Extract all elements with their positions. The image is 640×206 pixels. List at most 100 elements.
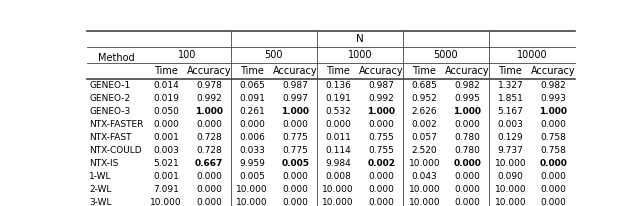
Text: 0.011: 0.011 [325, 133, 351, 142]
Text: 0.728: 0.728 [196, 133, 222, 142]
Text: 1.000: 1.000 [195, 107, 223, 116]
Text: 0.000: 0.000 [541, 120, 566, 129]
Text: Accuracy: Accuracy [187, 66, 232, 76]
Text: 0.000: 0.000 [196, 185, 222, 194]
Text: 0.993: 0.993 [541, 94, 566, 103]
Text: 0.000: 0.000 [369, 185, 394, 194]
Text: 0.000: 0.000 [541, 185, 566, 194]
Text: 0.775: 0.775 [282, 146, 308, 155]
Text: 0.000: 0.000 [369, 172, 394, 181]
Text: 0.982: 0.982 [541, 81, 566, 90]
Text: 0.000: 0.000 [541, 198, 566, 206]
Text: 9.959: 9.959 [239, 159, 265, 168]
Text: 0.033: 0.033 [239, 146, 265, 155]
Text: 0.780: 0.780 [454, 133, 480, 142]
Text: 0.000: 0.000 [153, 120, 179, 129]
Text: 0.065: 0.065 [239, 81, 265, 90]
Text: Time: Time [499, 66, 522, 76]
Text: 9.984: 9.984 [325, 159, 351, 168]
Text: 0.001: 0.001 [153, 133, 179, 142]
Text: NTX-FASTER: NTX-FASTER [90, 120, 144, 129]
Text: 0.987: 0.987 [282, 81, 308, 90]
Text: 0.685: 0.685 [412, 81, 437, 90]
Text: 0.992: 0.992 [196, 94, 222, 103]
Text: 0.008: 0.008 [325, 172, 351, 181]
Text: 10.000: 10.000 [236, 198, 268, 206]
Text: 0.043: 0.043 [412, 172, 437, 181]
Text: 0.129: 0.129 [497, 133, 524, 142]
Text: NTX-IS: NTX-IS [90, 159, 119, 168]
Text: 2.520: 2.520 [412, 146, 437, 155]
Text: 0.000: 0.000 [196, 120, 222, 129]
Text: 0.000: 0.000 [282, 120, 308, 129]
Text: 2-WL: 2-WL [90, 185, 112, 194]
Text: Time: Time [154, 66, 178, 76]
Text: 1000: 1000 [348, 50, 372, 60]
Text: 0.006: 0.006 [239, 133, 265, 142]
Text: Accuracy: Accuracy [273, 66, 317, 76]
Text: 0.002: 0.002 [412, 120, 437, 129]
Text: 0.000: 0.000 [454, 120, 480, 129]
Text: 0.001: 0.001 [153, 172, 179, 181]
Text: 0.000: 0.000 [540, 159, 568, 168]
Text: 0.000: 0.000 [541, 172, 566, 181]
Text: Time: Time [240, 66, 264, 76]
Text: 0.002: 0.002 [367, 159, 396, 168]
Text: 0.003: 0.003 [497, 120, 524, 129]
Text: 0.000: 0.000 [282, 198, 308, 206]
Text: 2.626: 2.626 [412, 107, 437, 116]
Text: 0.000: 0.000 [282, 185, 308, 194]
Text: 0.000: 0.000 [454, 185, 480, 194]
Text: 1.000: 1.000 [281, 107, 309, 116]
Text: 0.532: 0.532 [325, 107, 351, 116]
Text: NTX-FAST: NTX-FAST [90, 133, 132, 142]
Text: NTX-COULD: NTX-COULD [90, 146, 142, 155]
Text: 0.000: 0.000 [454, 172, 480, 181]
Text: 0.000: 0.000 [196, 172, 222, 181]
Text: 10.000: 10.000 [323, 185, 354, 194]
Text: 10.000: 10.000 [495, 159, 526, 168]
Text: 0.090: 0.090 [497, 172, 524, 181]
Text: 3-WL: 3-WL [90, 198, 112, 206]
Text: 0.091: 0.091 [239, 94, 265, 103]
Text: Time: Time [326, 66, 350, 76]
Text: 0.014: 0.014 [153, 81, 179, 90]
Text: 1.327: 1.327 [497, 81, 524, 90]
Text: Accuracy: Accuracy [531, 66, 576, 76]
Text: 10.000: 10.000 [408, 185, 440, 194]
Text: 10000: 10000 [516, 50, 547, 60]
Text: Method: Method [98, 53, 134, 63]
Text: 0.005: 0.005 [281, 159, 309, 168]
Text: 10.000: 10.000 [495, 198, 526, 206]
Text: 10.000: 10.000 [408, 159, 440, 168]
Text: 0.755: 0.755 [369, 133, 394, 142]
Text: GENEO-1: GENEO-1 [90, 81, 131, 90]
Text: 500: 500 [264, 50, 283, 60]
Text: 0.003: 0.003 [153, 146, 179, 155]
Text: 0.978: 0.978 [196, 81, 222, 90]
Text: 0.019: 0.019 [153, 94, 179, 103]
Text: 0.667: 0.667 [195, 159, 223, 168]
Text: 0.261: 0.261 [239, 107, 265, 116]
Text: 0.191: 0.191 [325, 94, 351, 103]
Text: 5000: 5000 [433, 50, 458, 60]
Text: 0.952: 0.952 [412, 94, 437, 103]
Text: 5.021: 5.021 [153, 159, 179, 168]
Text: 0.057: 0.057 [412, 133, 437, 142]
Text: 0.982: 0.982 [454, 81, 480, 90]
Text: 0.000: 0.000 [325, 120, 351, 129]
Text: 0.780: 0.780 [454, 146, 480, 155]
Text: 0.758: 0.758 [541, 146, 566, 155]
Text: 1.000: 1.000 [540, 107, 568, 116]
Text: 0.000: 0.000 [454, 198, 480, 206]
Text: 1.000: 1.000 [367, 107, 396, 116]
Text: 1-WL: 1-WL [90, 172, 112, 181]
Text: 0.987: 0.987 [369, 81, 394, 90]
Text: 10.000: 10.000 [495, 185, 526, 194]
Text: 0.775: 0.775 [282, 133, 308, 142]
Text: 0.005: 0.005 [239, 172, 265, 181]
Text: 0.000: 0.000 [369, 198, 394, 206]
Text: 0.728: 0.728 [196, 146, 222, 155]
Text: 0.000: 0.000 [196, 198, 222, 206]
Text: Accuracy: Accuracy [359, 66, 404, 76]
